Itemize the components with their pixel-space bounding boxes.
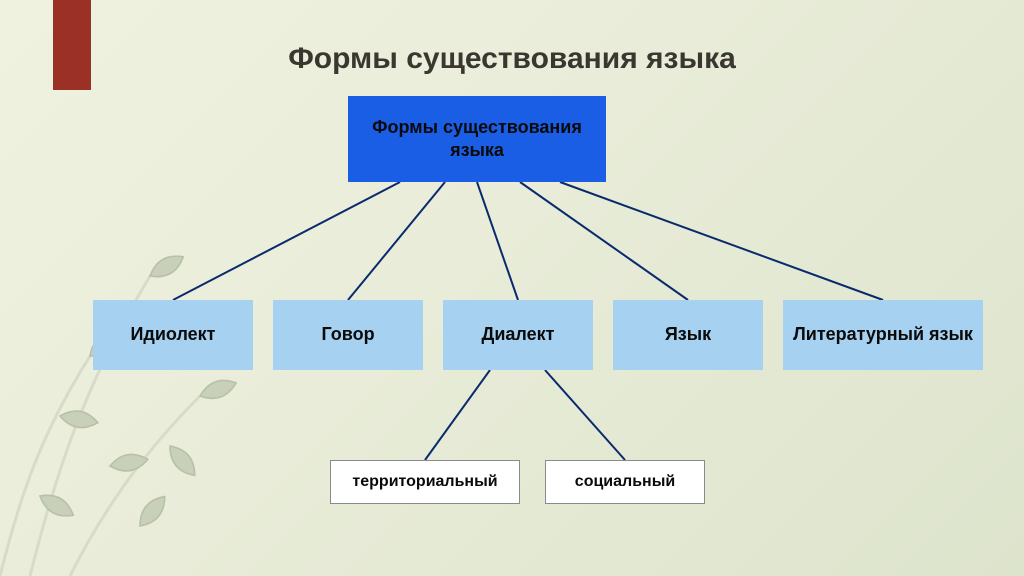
node-c3: Диалект [443, 300, 593, 370]
node-c5: Литературный язык [783, 300, 983, 370]
node-g1: территориальный [330, 460, 520, 504]
node-c1: Идиолект [93, 300, 253, 370]
node-label: Диалект [482, 323, 555, 346]
node-g2: социальный [545, 460, 705, 504]
node-label: Формы существования языка [372, 116, 582, 163]
node-label: Литературный язык [793, 323, 973, 346]
node-label: Говор [321, 323, 374, 346]
node-label: территориальный [352, 472, 497, 493]
node-c2: Говор [273, 300, 423, 370]
node-label: Язык [665, 323, 711, 346]
node-label: Идиолект [130, 323, 215, 346]
slide-title: Формы существования языка [0, 42, 1024, 76]
node-label: социальный [575, 472, 675, 493]
node-c4: Язык [613, 300, 763, 370]
node-root: Формы существования языка [348, 96, 606, 182]
